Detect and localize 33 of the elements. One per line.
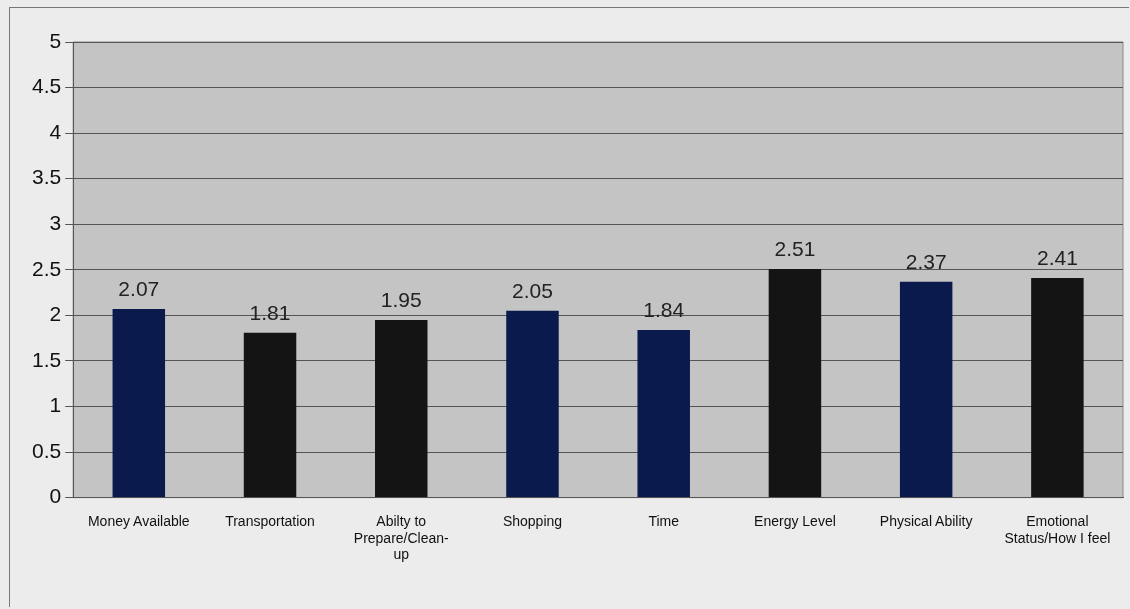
x-tick-label: Physical Ability: [879, 512, 973, 529]
y-tick-label: 5: [49, 28, 62, 52]
data-label: 2.41: [1036, 246, 1078, 270]
x-tick-label: Shopping: [502, 512, 563, 529]
data-label: 2.05: [512, 279, 553, 303]
x-tick-label: Abilty to Prepare/Clean-up: [353, 512, 450, 563]
y-tick-label: 2: [49, 302, 62, 326]
x-tick-label: Time: [648, 512, 680, 529]
bar: [112, 308, 166, 498]
data-label: 2.51: [774, 237, 816, 261]
y-tick-label: 1: [49, 393, 62, 417]
y-tick-label: 0.5: [31, 438, 62, 462]
bar: [899, 281, 953, 498]
x-tick-label: Money Available: [87, 512, 190, 529]
y-tick-label: 3: [49, 211, 62, 235]
x-tick-label: Transportation: [225, 512, 315, 529]
data-label: 2.07: [118, 277, 160, 301]
data-label: 2.37: [905, 249, 947, 273]
bar: [506, 310, 559, 498]
y-tick-label: 0: [49, 484, 62, 508]
bar: [375, 319, 428, 498]
bar: [637, 329, 690, 498]
bar: [1031, 278, 1084, 498]
bar: [243, 332, 297, 498]
y-tick-label: 3.5: [31, 165, 62, 189]
x-tick-label: Energy Level: [754, 512, 836, 529]
bar: [768, 268, 822, 498]
y-tick-label: 1.5: [31, 347, 62, 371]
y-tick-label: 2.5: [31, 256, 62, 280]
x-tick-label: Emotional Status/How I feel: [1004, 512, 1111, 546]
data-label: 1.95: [380, 288, 422, 312]
y-tick-label: 4: [49, 119, 62, 143]
y-tick-label: 4.5: [31, 74, 62, 98]
